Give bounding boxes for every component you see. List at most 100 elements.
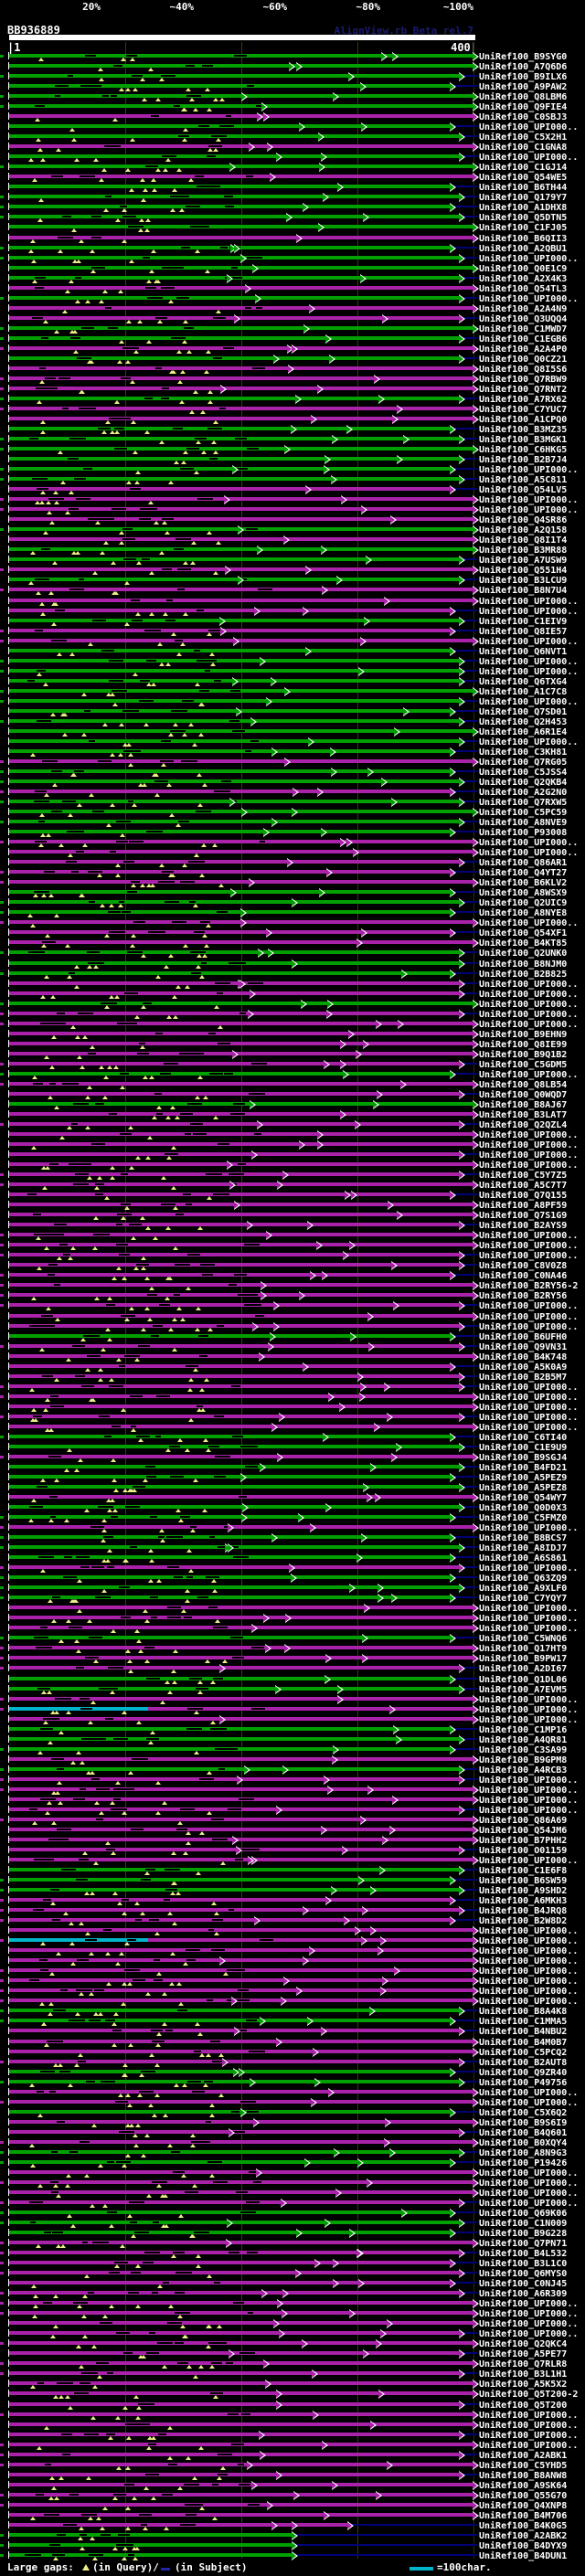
- segment-arrow-icon-fill: [362, 1655, 367, 1662]
- subject-gap-notch: [246, 2019, 257, 2021]
- alignment-bar: [9, 326, 473, 330]
- query-gap-triangle-icon: [183, 2335, 188, 2338]
- query-gap-triangle-icon: [186, 2456, 191, 2460]
- alignment-bar: [9, 547, 473, 551]
- bar-end-arrow-icon-fill: [450, 1676, 454, 1683]
- subject-gap-notch: [171, 2151, 180, 2153]
- query-start-tick: [8, 1000, 9, 1007]
- subject-gap-notch: [122, 528, 133, 530]
- query-gap-triangle-icon: [122, 2557, 127, 2560]
- query-start-tick: [8, 405, 9, 412]
- subject-gap-notch: [215, 1748, 229, 1750]
- segment-arrow-icon-fill: [361, 929, 366, 937]
- subject-gap-notch: [48, 1274, 55, 1276]
- query-start-tick: [8, 667, 9, 674]
- query-bar: [9, 35, 475, 40]
- subject-gap-notch: [174, 105, 180, 107]
- query-gap-triangle-icon: [133, 2144, 139, 2147]
- alignment-bar: [9, 1606, 473, 1609]
- query-gap-triangle-icon: [155, 1781, 161, 1785]
- query-gap-triangle-icon: [112, 2043, 117, 2047]
- subject-gap-notch: [260, 841, 265, 843]
- subject-gap-notch: [94, 1989, 104, 1991]
- subject-connector-line: [458, 962, 477, 964]
- query-gap-triangle-icon: [72, 260, 78, 263]
- left-overflow-mark: [0, 297, 4, 300]
- query-gap-triangle-icon: [145, 1226, 151, 1230]
- subject-gap-notch: [230, 1113, 245, 1115]
- query-gap-triangle-icon: [159, 78, 165, 81]
- query-gap-triangle-icon: [167, 2456, 173, 2460]
- query-start-tick: [8, 1322, 9, 1330]
- bar-end-arrow-icon-fill: [473, 1101, 477, 1108]
- subject-label: UniRef100_Q2QKC4: [479, 2339, 568, 2349]
- subject-gap-notch: [58, 377, 70, 379]
- subject-connector-line: [458, 992, 477, 994]
- subject-connector-line: [458, 1889, 477, 1891]
- segment-arrow-icon-fill: [257, 546, 261, 554]
- alignment-row: UniRef100_A6R1E4: [0, 727, 585, 737]
- query-start-tick: [8, 2339, 9, 2347]
- subject-label: UniRef100_B8N7U4: [479, 586, 568, 596]
- bar-end-arrow-icon-fill: [450, 769, 454, 776]
- bar-end-arrow-icon-fill: [459, 1091, 463, 1098]
- alignment-row: UniRef100_A2X4K3: [0, 274, 585, 284]
- query-gap-triangle-icon: [36, 138, 41, 142]
- query-gap-triangle-icon: [196, 2264, 201, 2268]
- bar-end-arrow-icon-fill: [459, 1776, 463, 1784]
- query-start-tick: [8, 2048, 9, 2055]
- query-gap-triangle-icon: [192, 743, 197, 747]
- alignment-row: UniRef100_C5PC59: [0, 808, 585, 818]
- alignment-bar: [9, 1505, 460, 1509]
- subject-gap-notch: [91, 237, 101, 239]
- bar-end-arrow-icon-fill: [459, 2401, 463, 2409]
- query-gap-triangle-icon: [40, 158, 46, 162]
- subject-gap-notch: [161, 287, 175, 289]
- query-gap-triangle-icon: [54, 330, 59, 334]
- query-gap-triangle-icon: [90, 249, 95, 253]
- subject-connector-line: [449, 1596, 477, 1598]
- subject-gap-notch: [91, 267, 105, 269]
- subject-gap-notch: [163, 2282, 169, 2284]
- subject-label: UniRef100_UPI000..: [479, 597, 579, 607]
- alignment-bar: [9, 1585, 460, 1589]
- bar-end-arrow-icon-fill: [459, 1585, 463, 1592]
- query-gap-triangle-icon: [163, 2194, 168, 2198]
- query-start-tick: [8, 878, 9, 885]
- query-gap-triangle-icon: [131, 2234, 136, 2238]
- left-overflow-mark: [0, 1818, 4, 1821]
- left-overflow-mark: [0, 2081, 4, 2083]
- query-start-tick: [8, 1574, 9, 1581]
- alignment-bar: [9, 1233, 473, 1236]
- left-overflow-mark: [0, 901, 4, 904]
- segment-arrow-icon-fill: [401, 970, 406, 978]
- bar-end-arrow-icon-fill: [459, 949, 463, 957]
- alignment-row: UniRef100_Q7PN71: [0, 2239, 585, 2249]
- subject-gap-notch: [117, 1214, 132, 1215]
- query-start-tick: [8, 1403, 9, 1410]
- segment-arrow-icon-fill: [309, 305, 314, 313]
- left-overflow-mark: [0, 1244, 4, 1246]
- subject-gap-notch: [68, 458, 79, 460]
- bar-end-arrow-icon-fill: [473, 638, 477, 645]
- subject-label: UniRef100_UPI000..: [479, 1161, 579, 1171]
- alignment-row: UniRef100_UPI000..: [0, 1956, 585, 1966]
- segment-arrow-icon-fill: [271, 2522, 276, 2529]
- segment-arrow-icon-fill: [348, 1031, 353, 1038]
- segment-arrow-icon-fill: [332, 2482, 336, 2489]
- query-gap-triangle-icon: [58, 2395, 64, 2399]
- subject-label: UniRef100_Q8IE99: [479, 1040, 568, 1050]
- subject-gap-notch: [55, 1698, 71, 1700]
- query-gap-triangle-icon: [125, 1649, 131, 1653]
- subject-gap-notch: [107, 1506, 113, 1508]
- bar-end-arrow-icon-fill: [473, 113, 477, 121]
- alignment-bar: [9, 1666, 460, 1670]
- alignment-row: UniRef100_UPI000..: [0, 1403, 585, 1413]
- subject-gap-notch: [89, 740, 95, 742]
- alignment-row: UniRef100_UPI000..: [0, 465, 585, 475]
- segment-arrow-icon-fill: [258, 949, 262, 957]
- subject-gap-notch: [57, 2382, 73, 2384]
- bar-end-arrow-icon-fill: [459, 255, 463, 262]
- query-gap-triangle-icon: [79, 2527, 84, 2530]
- query-gap-triangle-icon: [133, 2557, 138, 2560]
